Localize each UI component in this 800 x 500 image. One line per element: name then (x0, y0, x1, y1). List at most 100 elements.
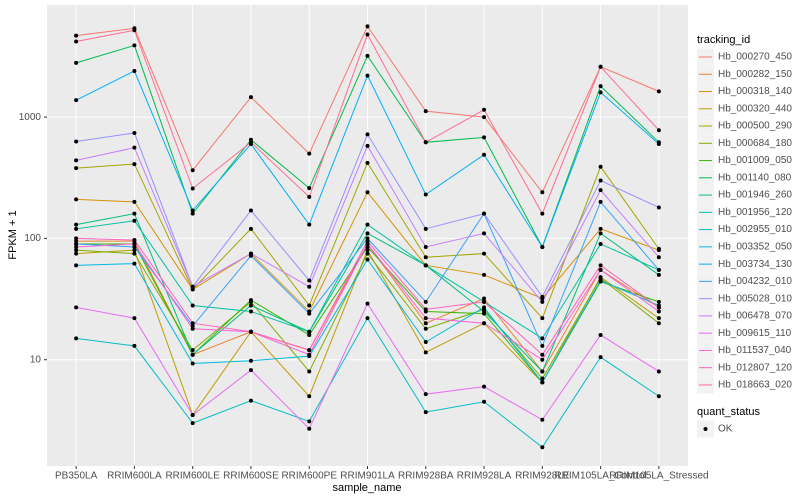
data-point (307, 222, 312, 227)
x-tick-label: RRIM600PE (281, 471, 337, 482)
data-point (307, 348, 312, 353)
data-point (482, 384, 487, 389)
x-tick-label: RRIM600LE (165, 471, 220, 482)
data-point (132, 218, 137, 223)
data-point (132, 248, 137, 253)
x-tick-label: RRIM600SE (223, 471, 279, 482)
data-point (365, 32, 370, 37)
data-point (74, 166, 79, 171)
data-point (540, 352, 545, 357)
data-point (248, 208, 253, 213)
data-point (365, 316, 370, 321)
data-point (132, 251, 137, 256)
data-point (656, 246, 661, 251)
data-point (248, 398, 253, 403)
data-point (656, 305, 661, 310)
data-point (423, 192, 428, 197)
data-point (248, 226, 253, 231)
data-point (656, 316, 661, 321)
data-point (656, 321, 661, 326)
data-point (598, 278, 603, 283)
data-point (540, 376, 545, 381)
data-point (365, 190, 370, 195)
x-tick-label: RRIM928LE (515, 471, 570, 482)
data-point (307, 278, 312, 283)
data-point (423, 350, 428, 355)
data-point (74, 158, 79, 163)
data-point (365, 143, 370, 148)
data-point (365, 248, 370, 253)
data-point (598, 178, 603, 183)
data-point (598, 263, 603, 268)
data-point (540, 445, 545, 450)
data-point (365, 160, 370, 165)
data-point (540, 417, 545, 422)
data-point (307, 394, 312, 399)
legend-label: Hb_001946_260 (718, 190, 792, 201)
data-point (132, 68, 137, 73)
data-point (423, 316, 428, 321)
data-point (598, 332, 603, 337)
data-point (482, 399, 487, 404)
legend-label: Hb_003734_130 (718, 259, 792, 270)
data-point (423, 244, 428, 249)
data-point (598, 199, 603, 204)
data-point (540, 369, 545, 374)
legend-label: Hb_000282_150 (718, 69, 792, 80)
legend-label: Hb_000320_440 (718, 103, 792, 114)
x-tick-label: RRIM928LA (457, 471, 512, 482)
data-point (540, 380, 545, 385)
data-point (190, 211, 195, 216)
data-point (190, 208, 195, 213)
data-point (656, 299, 661, 304)
data-point (190, 361, 195, 366)
data-point (190, 413, 195, 418)
data-point (132, 130, 137, 135)
legend-label: Hb_006478_070 (718, 311, 792, 322)
data-point (74, 226, 79, 231)
data-point (540, 299, 545, 304)
data-point (598, 355, 603, 360)
x-tick-label: RRIM901LA (340, 471, 395, 482)
y-tick-label: 1000 (19, 112, 42, 123)
data-point (365, 257, 370, 262)
data-point (307, 369, 312, 374)
data-point (598, 164, 603, 169)
data-point (365, 73, 370, 78)
data-point (248, 309, 253, 314)
data-point (307, 426, 312, 431)
data-point (540, 357, 545, 362)
x-axis-label: sample_name (332, 482, 401, 494)
data-point (656, 309, 661, 314)
data-point (74, 33, 79, 38)
data-point (74, 98, 79, 103)
y-tick-label: 10 (30, 354, 42, 365)
data-point (132, 28, 137, 33)
data-point (74, 251, 79, 256)
legend-label: Hb_004232_010 (718, 276, 792, 287)
data-point (74, 139, 79, 144)
data-point (307, 284, 312, 289)
data-point (132, 43, 137, 48)
legend-label: Hb_000270_450 (718, 52, 792, 63)
data-point (598, 226, 603, 231)
data-point (482, 272, 487, 277)
data-point (482, 299, 487, 304)
data-point (190, 348, 195, 353)
data-point (365, 222, 370, 227)
data-point (423, 410, 428, 415)
x-tick-label: PB350LA (55, 471, 98, 482)
data-point (656, 128, 661, 133)
data-point (190, 421, 195, 426)
data-point (598, 64, 603, 69)
data-point (74, 241, 79, 246)
data-point (423, 109, 428, 114)
data-point (307, 352, 312, 357)
data-point (482, 296, 487, 301)
data-point (365, 231, 370, 236)
data-point (423, 339, 428, 344)
legend-swatch (703, 427, 708, 431)
data-point (656, 369, 661, 374)
data-point (656, 142, 661, 147)
data-point (423, 226, 428, 231)
